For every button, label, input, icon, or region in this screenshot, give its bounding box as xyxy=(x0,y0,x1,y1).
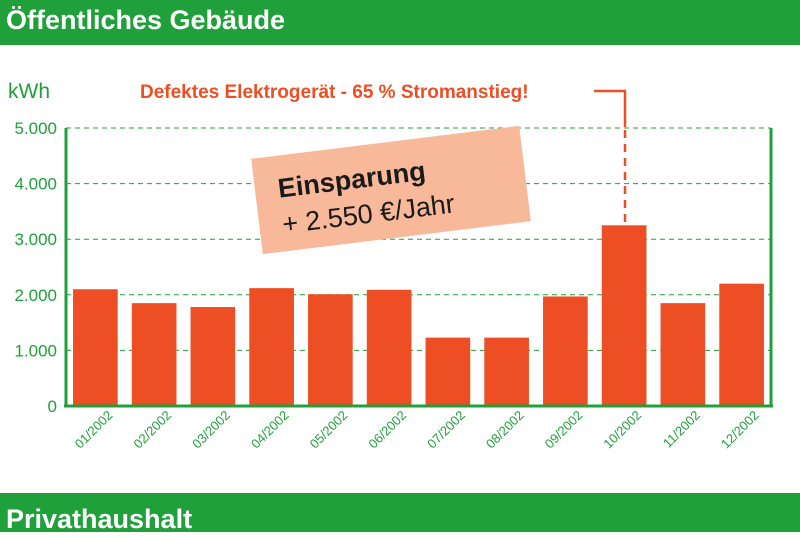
bar-06-2002 xyxy=(366,289,412,406)
x-tick-label: 10/2002 xyxy=(600,408,644,452)
y-tick-label: 4.000 xyxy=(14,175,57,194)
y-tick-label: 2.000 xyxy=(14,286,57,305)
chart: 0 1.000 2.000 3.000 4.000 5.000 kWh 01/2002 02… xyxy=(8,80,773,452)
y-tick-label: 0 xyxy=(48,397,57,416)
header-banner: Öffentliches Gebäude xyxy=(0,0,800,45)
x-tick-label: 09/2002 xyxy=(542,408,586,452)
y-tick-label: 1.000 xyxy=(14,341,57,360)
x-tick-label: 08/2002 xyxy=(483,408,527,452)
x-tick-label: 04/2002 xyxy=(248,408,292,452)
y-tick-label: 3.000 xyxy=(14,230,57,249)
x-tick-label: 02/2002 xyxy=(130,408,174,452)
header-title: Öffentliches Gebäude xyxy=(6,5,286,35)
y-axis-ticks: 0 1.000 2.000 3.000 4.000 5.000 xyxy=(14,119,57,416)
alert-leader-line xyxy=(594,89,627,127)
footer-banner: Privathaushalt xyxy=(0,493,800,534)
x-tick-label: 06/2002 xyxy=(365,408,409,452)
savings-box xyxy=(251,125,531,255)
bar-12-2002 xyxy=(719,283,764,406)
footer-title: Privathaushalt xyxy=(6,504,193,534)
x-tick-label: 07/2002 xyxy=(424,408,468,452)
bar-11-2002 xyxy=(660,303,706,406)
y-tick-label: 5.000 xyxy=(14,119,57,138)
x-tick-label: 03/2002 xyxy=(189,408,233,452)
x-axis-ticks: 01/2002 02/2002 03/2002 04/2002 05/2002 06/20… xyxy=(72,408,762,452)
bar-01-2002 xyxy=(73,289,118,406)
x-tick-label: 12/2002 xyxy=(718,408,762,452)
bar-05-2002 xyxy=(308,294,353,406)
x-tick-label: 01/2002 xyxy=(72,408,116,452)
bars xyxy=(73,225,764,406)
bar-10-2002 xyxy=(601,225,647,406)
bar-03-2002 xyxy=(190,307,236,406)
bar-08-2002 xyxy=(484,337,529,406)
alert-annotation: Defektes Elektrogerät - 65 % Stromanstie… xyxy=(140,82,529,103)
x-tick-label: 11/2002 xyxy=(660,408,703,451)
bar-02-2002 xyxy=(131,303,177,406)
bar-07-2002 xyxy=(425,337,471,406)
bar-04-2002 xyxy=(249,288,294,406)
bar-09-2002 xyxy=(543,296,588,406)
x-tick-label: 05/2002 xyxy=(307,408,351,452)
gridlines xyxy=(66,127,771,351)
savings-callout: Einsparung + 2.550 €/Jahr xyxy=(251,125,531,255)
y-axis-unit: kWh xyxy=(8,80,50,103)
